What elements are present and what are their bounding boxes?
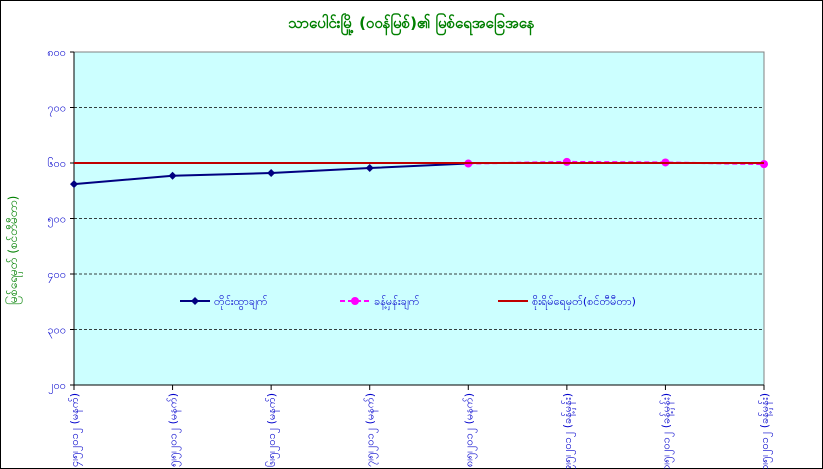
data-point: [562, 157, 571, 166]
legend-marker: [351, 297, 359, 305]
legend-label: ခန့်မှန်းချက်: [374, 295, 420, 310]
legend-marker: [191, 297, 199, 305]
y-tick-label: ၅၀၀: [47, 213, 66, 228]
legend-label: တိုင်းထွာချက်: [214, 295, 268, 310]
x-tick-label: ၈၊၅၊၂၀၁၂ (မနက်): [462, 393, 477, 467]
y-tick-label: ၄၀၀: [47, 268, 66, 283]
data-point: [70, 180, 78, 189]
y-tick-label: ၈၀၀: [47, 46, 66, 59]
data-point: [267, 168, 276, 177]
x-tick-label: ၁၁၊၅၊၂၀၁၂ (ခန့်မှန်း): [758, 393, 773, 469]
data-point: [760, 160, 768, 169]
legend-label: စိုးရိမ်ရေမှတ်(စင်တီမီတာ): [532, 295, 636, 310]
y-tick-label: ၂၀၀: [48, 379, 66, 394]
x-tick-label: ၆၊၅၊၂၀၁၂ (မနက်): [265, 393, 280, 467]
x-tick-label: ၄၊၅၊၂၀၁၂ (မနက်): [68, 393, 83, 467]
x-tick-label: ၁၀၊၅၊၂၀၁၂ (ခန့်မှန်း): [659, 393, 674, 469]
data-point: [168, 171, 177, 180]
data-point: [365, 163, 374, 172]
y-tick-label: ၆၀၀: [47, 157, 66, 170]
x-tick-label: ၇၊၅၊၂၀၁၂ (မနက်): [364, 393, 379, 467]
y-tick-label: ၃၀၀: [47, 324, 66, 339]
x-tick-label: ၅၊၅၊၂၀၁၂ (မနက်): [167, 393, 182, 467]
y-tick-label: ၇၀၀: [47, 102, 66, 117]
x-tick-label: ၉၊၅၊၂၀၁၂ (ခန့်မှန်း): [561, 393, 576, 469]
chart-title: သာပေါင်းမြို့ (ဝဝန်မြစ်)၏ မြစ်ရေအခြေအနေ: [288, 14, 535, 32]
